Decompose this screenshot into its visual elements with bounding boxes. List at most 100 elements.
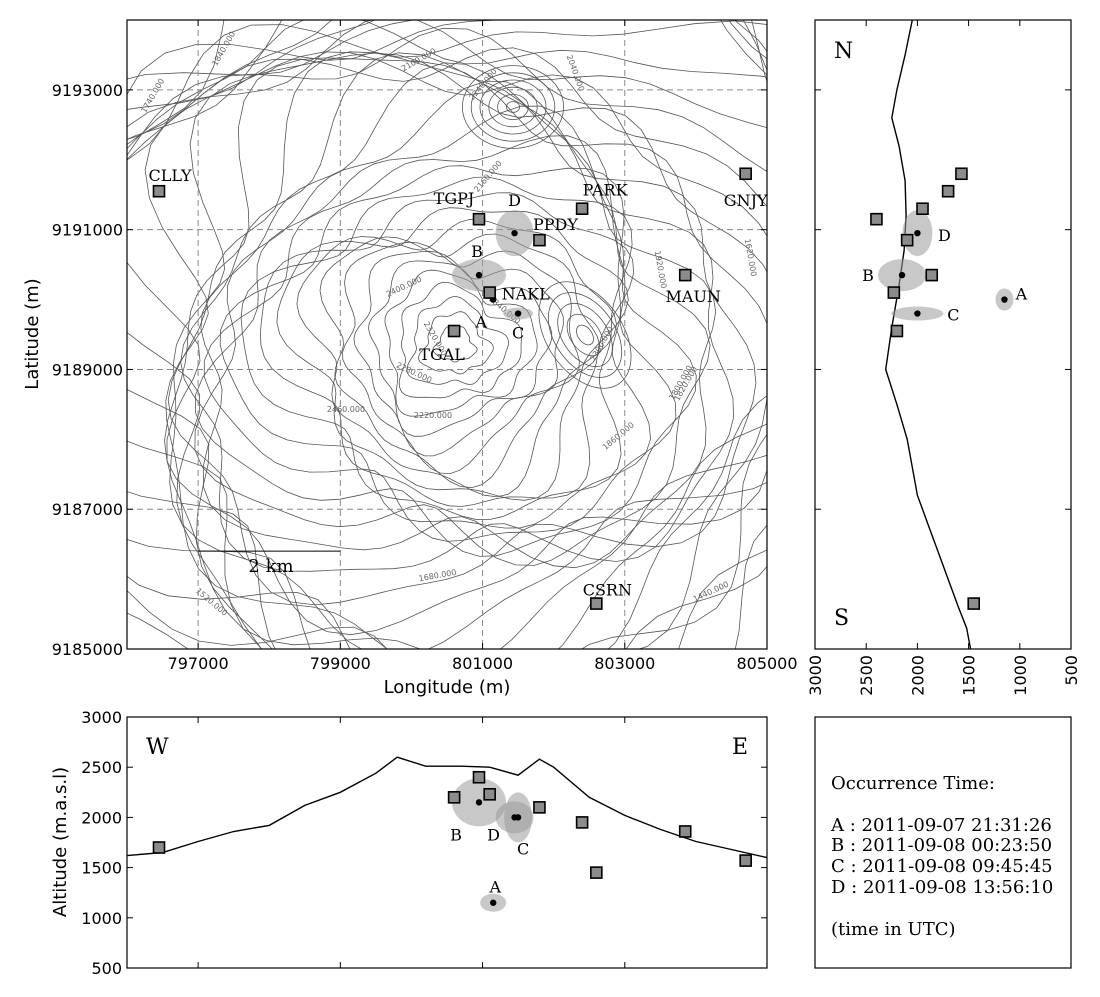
we-station-marker — [472, 770, 486, 784]
map-x-tick-label: 805000 — [736, 654, 797, 673]
contour-line — [180, 52, 735, 572]
map-y-tick-label: 9193000 — [52, 81, 123, 100]
contour-line — [167, 51, 757, 606]
contour-line — [240, 176, 633, 521]
we-y-tick-label: 2500 — [81, 758, 122, 777]
event-label-c: C — [512, 324, 524, 343]
contour-line — [127, 27, 767, 649]
legend-heading: Occurrence Time: — [831, 773, 995, 794]
east-label: E — [732, 735, 748, 760]
event-label-d: D — [508, 191, 521, 210]
cone-contour — [576, 324, 594, 346]
contour-line — [194, 105, 697, 557]
station-label-clly: CLLY — [148, 166, 191, 185]
ns-x-tick-label: 500 — [1062, 655, 1081, 686]
ns-event-label-b: B — [862, 266, 874, 285]
contour-line — [200, 62, 717, 569]
ns-station-marker — [916, 202, 929, 215]
station-label-park: PARK — [583, 181, 629, 200]
contour-line — [127, 20, 767, 649]
ns-stations — [870, 167, 981, 610]
station-label-ppdy: PPDY — [533, 215, 578, 234]
we-y-ticks: 500 1000 1500 2000 2500 3000 — [81, 708, 767, 978]
map-x-tick-label: 797000 — [168, 654, 229, 673]
we-y-axis-label: Altitude (m.a.s.l) — [50, 767, 71, 917]
we-station-marker — [590, 866, 603, 879]
contour-lines — [127, 20, 767, 649]
ns-hypocenter-d — [914, 229, 921, 237]
contour-line — [203, 135, 677, 542]
crater-contour — [497, 94, 529, 121]
cone-contour — [557, 303, 613, 367]
scale-bar-label: 2 km — [248, 556, 293, 577]
contour-label: 2040.000 — [565, 54, 587, 93]
station-label-gnjy: GNJY — [724, 191, 768, 210]
ns-station-marker — [890, 324, 904, 338]
station-maun — [678, 268, 692, 282]
ns-x-tick-label: 1500 — [960, 655, 979, 696]
we-event-label-a: A — [488, 878, 501, 897]
we-events: A B CD — [450, 799, 529, 906]
west-label: W — [146, 735, 169, 760]
map-y-ticks: 9185000 9187000 9189000 9191000 9193000 — [52, 81, 767, 659]
ns-station-marker — [887, 286, 901, 299]
we-station-marker — [152, 841, 166, 854]
legend-entry-c: C : 2011-09-08 09:45:45 — [831, 856, 1053, 877]
map-y-axis-label: Latitude (m) — [22, 278, 43, 389]
north-label: N — [834, 39, 853, 64]
legend-entry-b: B : 2011-09-08 00:23:50 — [831, 835, 1052, 856]
contour-label: 2460.000 — [327, 405, 365, 414]
ns-station-marker — [900, 233, 914, 247]
we-frame — [126, 716, 768, 969]
hypocenter-b — [475, 271, 483, 279]
legend-frame — [814, 716, 1072, 969]
ns-topography-profile — [884, 19, 972, 650]
we-event-label-c: C — [517, 839, 529, 858]
ns-y-ticks — [815, 89, 1071, 650]
cone-contour — [566, 313, 604, 357]
ns-hypocenter-a — [1001, 296, 1008, 303]
station-label-maun: MAUN — [666, 287, 721, 306]
station-gnjy — [739, 167, 752, 181]
map-x-ticks: 797000 799000 801000 803000 805000 — [168, 20, 798, 673]
ns-station-marker — [955, 167, 968, 181]
hypocenter-c — [514, 310, 522, 317]
we-y-tick-label: 3000 — [81, 708, 122, 727]
we-y-tick-label: 500 — [91, 959, 122, 978]
crater-contour — [505, 101, 520, 113]
ns-station-marker — [870, 212, 883, 226]
map-grid — [127, 20, 767, 649]
contour-label: 2280.000 — [395, 361, 433, 385]
contour-label: 2400.000 — [385, 275, 423, 299]
we-station-marker — [533, 801, 546, 814]
station-ppdy — [533, 233, 546, 247]
crater-contour — [461, 65, 564, 149]
we-station-marker — [678, 825, 692, 838]
contour-label: 1620.000 — [743, 238, 758, 277]
we-x-ticks — [197, 717, 768, 968]
we-station-marker — [447, 791, 461, 804]
station-park — [575, 202, 589, 215]
contour-label: 1860.000 — [601, 420, 636, 451]
we-station-marker — [575, 816, 589, 829]
contour-label: 2160.000 — [472, 159, 503, 194]
station-tgpj — [472, 212, 486, 226]
map-x-tick-label: 801000 — [452, 654, 513, 673]
map-x-axis-label: Longitude (m) — [384, 677, 511, 698]
map-y-tick-label: 9187000 — [52, 500, 123, 519]
map-y-tick-label: 9185000 — [52, 640, 123, 659]
legend-entry-a: A : 2011-09-07 21:31:26 — [830, 815, 1052, 836]
contour-line — [259, 192, 635, 507]
we-y-tick-label: 1500 — [81, 859, 122, 878]
contour-label: 2220.000 — [414, 411, 452, 420]
contour-line — [432, 326, 478, 363]
station-label-nakl: NAKL — [502, 285, 551, 304]
map-frame — [126, 19, 768, 650]
cone-contour — [547, 292, 623, 378]
contour-label: 2300.000 — [588, 325, 615, 363]
contour-line — [418, 311, 494, 375]
ns-events: A B C D — [862, 226, 1028, 324]
station-label-csrn: CSRN — [583, 581, 632, 600]
